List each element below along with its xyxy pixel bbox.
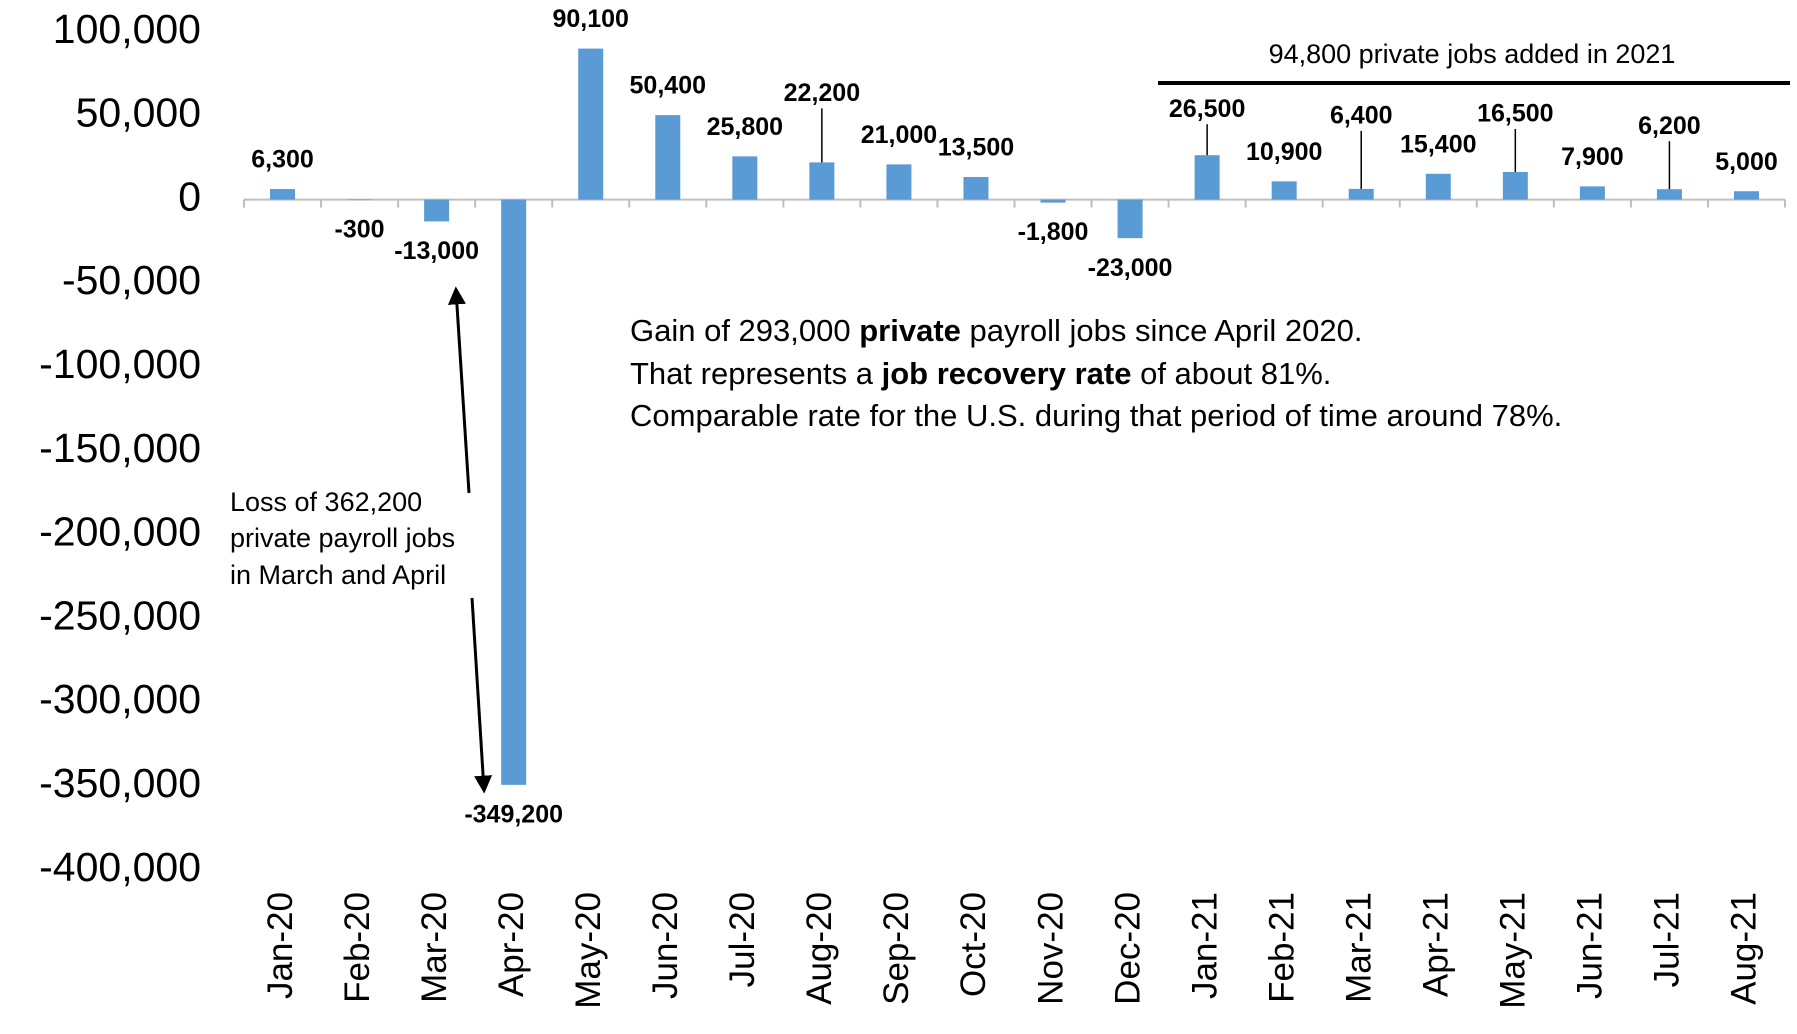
- bar: [1502, 171, 1528, 200]
- y-tick-label: -150,000: [39, 425, 201, 471]
- bar: [963, 176, 989, 200]
- annotation: Comparable rate for the U.S. during that…: [630, 398, 1562, 433]
- bar: [732, 156, 758, 200]
- x-tick-label: Jan-21: [1185, 892, 1224, 999]
- bar: [578, 48, 604, 200]
- annotation: That represents a job recovery rate of a…: [630, 356, 1331, 391]
- bar: [886, 164, 912, 200]
- x-tick-label: Mar-21: [1339, 892, 1378, 1003]
- y-tick-label: -50,000: [62, 257, 201, 303]
- data-label: -13,000: [394, 237, 479, 265]
- x-tick-label: May-21: [1494, 892, 1533, 1009]
- annotation: in March and April: [230, 560, 446, 590]
- x-tick-label: Jun-21: [1571, 892, 1610, 999]
- bar: [1656, 189, 1682, 200]
- annotation: private payroll jobs: [230, 523, 455, 553]
- data-label: -1,800: [1018, 218, 1089, 246]
- bar: [347, 199, 373, 201]
- y-tick-label: -400,000: [39, 844, 201, 890]
- data-label: 5,000: [1715, 148, 1778, 176]
- annotation: 94,800 private jobs added in 2021: [1269, 39, 1676, 69]
- x-tick-label: Aug-20: [800, 892, 839, 1005]
- y-tick-label: 50,000: [76, 90, 201, 136]
- x-tick-label: Jun-20: [646, 892, 685, 999]
- y-tick-label: -300,000: [39, 676, 201, 722]
- x-tick-label: Apr-21: [1417, 892, 1456, 997]
- plot-area: -400,000 -350,000 -300,000 -250,000 -200,000…: [39, 5, 1786, 1009]
- bar: [1348, 188, 1374, 200]
- bar: [809, 162, 835, 200]
- x-tick-label: Sep-20: [877, 892, 916, 1005]
- bar: [1579, 186, 1605, 200]
- data-label: 6,300: [251, 146, 314, 174]
- data-label: 50,400: [630, 72, 706, 100]
- y-tick-label: 100,000: [53, 6, 201, 52]
- y-tick-label: -350,000: [39, 760, 201, 806]
- data-label: 13,500: [938, 134, 1014, 162]
- annotation-part: private: [859, 313, 961, 348]
- data-label: 16,500: [1477, 100, 1553, 128]
- data-label: 26,500: [1169, 95, 1245, 123]
- bar: [1271, 181, 1297, 200]
- x-tick-label: Jan-20: [261, 892, 300, 999]
- y-tick-label: -100,000: [39, 341, 201, 387]
- data-label: 10,900: [1246, 138, 1322, 166]
- arrow: [447, 286, 471, 494]
- bar: [270, 189, 296, 200]
- bar: [1194, 155, 1220, 200]
- annotation-part: job recovery rate: [881, 356, 1132, 391]
- x-tick-label: Dec-20: [1108, 892, 1147, 1005]
- x-tick-label: Feb-20: [338, 892, 377, 1003]
- bar: [655, 115, 681, 200]
- data-label: 22,200: [784, 79, 860, 107]
- y-tick-label: 0: [178, 173, 201, 219]
- data-label: -349,200: [464, 800, 563, 828]
- data-label: 6,400: [1330, 101, 1393, 129]
- data-label: -23,000: [1088, 254, 1173, 282]
- x-tick-label: Aug-21: [1725, 892, 1764, 1005]
- bar: [1117, 199, 1143, 239]
- x-tick-label: Feb-21: [1262, 892, 1301, 1003]
- bar: [1040, 199, 1066, 203]
- annotation-part: of about 81%.: [1140, 356, 1331, 391]
- data-label: 25,800: [707, 113, 783, 141]
- data-label: 6,200: [1638, 112, 1701, 140]
- x-tick-label: Jul-21: [1648, 892, 1687, 987]
- x-tick-label: Mar-20: [415, 892, 454, 1003]
- x-tick-label: Nov-20: [1031, 892, 1070, 1005]
- bar: [424, 199, 450, 222]
- bar: [1425, 173, 1451, 200]
- bar: [1733, 191, 1759, 200]
- annotation-part: Gain of 293,000: [630, 313, 851, 348]
- x-tick-label: Jul-20: [723, 892, 762, 987]
- bar: [501, 199, 527, 785]
- annotation: Loss of 362,200: [230, 487, 422, 517]
- x-tick-label: May-20: [569, 892, 608, 1009]
- annotation-part: payroll jobs since April 2020.: [970, 313, 1363, 348]
- y-tick-label: -250,000: [39, 592, 201, 638]
- annotation: Gain of 293,000 private payroll jobs sin…: [630, 313, 1362, 348]
- annotation-part: That represents a: [630, 356, 874, 391]
- y-tick-label: -200,000: [39, 509, 201, 555]
- data-label: 7,900: [1561, 143, 1624, 171]
- x-tick-label: Apr-20: [492, 892, 531, 997]
- data-label: 21,000: [861, 121, 937, 149]
- data-label: 90,100: [552, 5, 628, 33]
- data-label: -300: [335, 216, 385, 244]
- arrow: [470, 597, 493, 794]
- data-label: 15,400: [1400, 130, 1476, 158]
- x-tick-label: Oct-20: [954, 892, 993, 997]
- annotation-part: Comparable rate for the U.S. during that…: [630, 398, 1562, 433]
